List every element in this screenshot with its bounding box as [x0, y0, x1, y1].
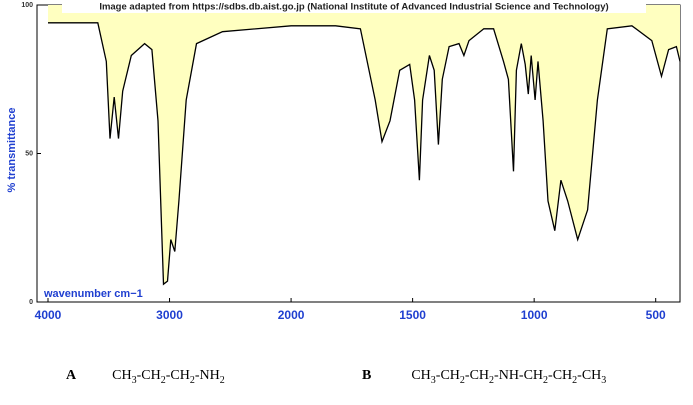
x-tick-label: 3000 — [156, 308, 183, 322]
y-tick-label: 100 — [21, 2, 33, 9]
x-tick-label: 500 — [646, 308, 666, 322]
x-tick-label: 4000 — [35, 308, 62, 322]
option-a: A CH3-CH2-CH2-NH2 — [66, 368, 225, 386]
x-tick-label: 1000 — [521, 308, 548, 322]
chart: 0 50 100 4000 3000 2000 1500 1000 500 Image adapt… — [6, 0, 681, 322]
spectrum-line — [48, 22, 681, 286]
option-b: B CH3-CH2-CH2-NH-CH2-CH2-CH3 — [362, 368, 606, 386]
x-tick-label: 1500 — [399, 308, 426, 322]
x-tick-label: 2000 — [278, 308, 305, 322]
transmittance-area — [48, 5, 680, 285]
option-letter: B — [362, 368, 372, 383]
option-letter: A — [66, 368, 77, 383]
y-axis-label: % transmittance — [6, 108, 18, 193]
x-axis-label: wavenumber cm−1 — [43, 288, 143, 300]
option-formula: CH3-CH2-CH2-NH2 — [112, 368, 225, 386]
chart-title: Image adapted from https://sdbs.db.aist.… — [99, 2, 608, 13]
y-tick-label: 50 — [25, 150, 33, 157]
y-tick-label: 0 — [29, 299, 33, 306]
option-formula: CH3-CH2-CH2-NH-CH2-CH2-CH3 — [411, 368, 607, 386]
title-box — [62, 0, 646, 13]
